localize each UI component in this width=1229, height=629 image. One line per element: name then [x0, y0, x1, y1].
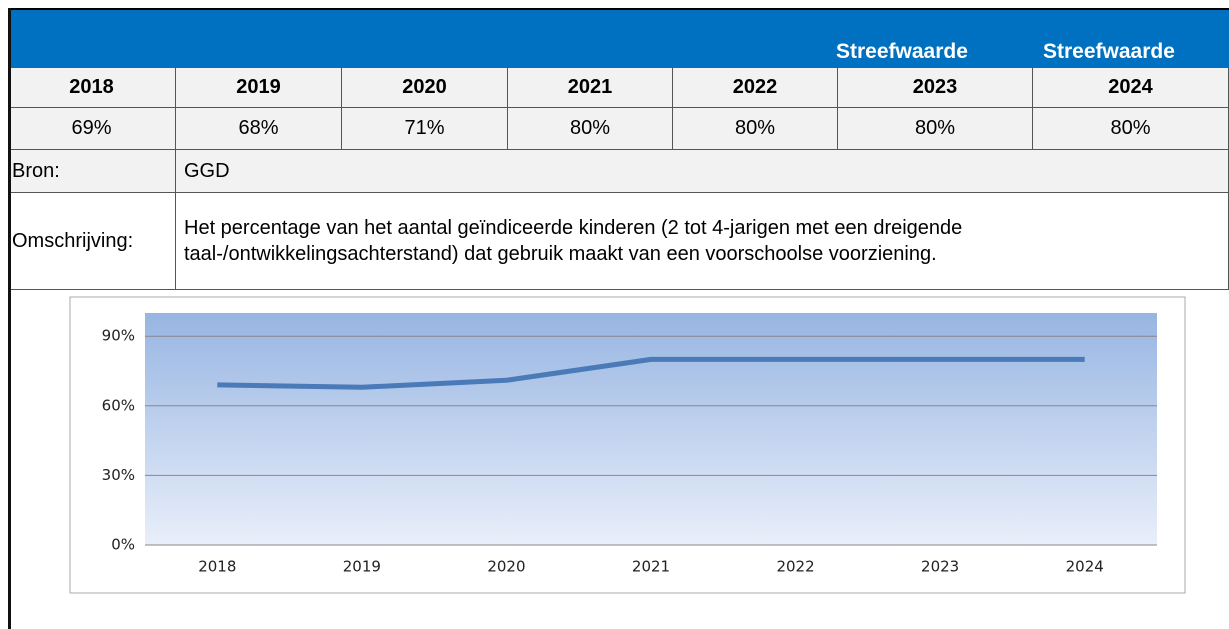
header-label: Streefwaarde — [1043, 40, 1175, 63]
line — [217, 356, 1085, 390]
x-tick-label: 2019 — [343, 558, 381, 576]
y-tick-label: 30% — [102, 466, 135, 484]
left-border — [8, 8, 11, 629]
source-label: Bron: — [8, 150, 176, 193]
year-cell: 2018 — [8, 68, 176, 108]
y-tick-label: 90% — [102, 327, 135, 345]
value-cell: 71% — [342, 108, 508, 150]
source: GGD — [176, 150, 1229, 193]
value-cell: 80% — [673, 108, 838, 150]
header-bar: Streefwaarde Streefwaarde — [8, 8, 1229, 68]
year-cell: 2024 — [1033, 68, 1229, 108]
x-tick-label: 2021 — [632, 558, 670, 576]
y-tick-label: 60% — [102, 396, 135, 414]
year-cell: 2019 — [176, 68, 342, 108]
value-cell: 80% — [1033, 108, 1229, 150]
plot-area — [145, 313, 1157, 545]
x-tick-label: 2024 — [1066, 558, 1104, 576]
year-cell: 2022 — [673, 68, 838, 108]
value-cell: 80% — [838, 108, 1033, 150]
x-tick-label: 2018 — [198, 558, 236, 576]
x-tick-label: 2022 — [776, 558, 814, 576]
x-tick-label: 2020 — [487, 558, 525, 576]
value-cell: 69% — [8, 108, 176, 150]
value-cell: 68% — [176, 108, 342, 150]
description: Het percentage van het aantal geïndiceer… — [176, 193, 1229, 290]
year-cell: 2023 — [838, 68, 1033, 108]
x-tick-label: 2023 — [921, 558, 959, 576]
description-label: Omschrijving: — [8, 193, 176, 290]
value-cell: 80% — [508, 108, 673, 150]
y-tick-label: 0% — [111, 536, 135, 554]
header-label: Streefwaarde — [836, 40, 968, 63]
year-cell: 2021 — [508, 68, 673, 108]
year-cell: 2020 — [342, 68, 508, 108]
